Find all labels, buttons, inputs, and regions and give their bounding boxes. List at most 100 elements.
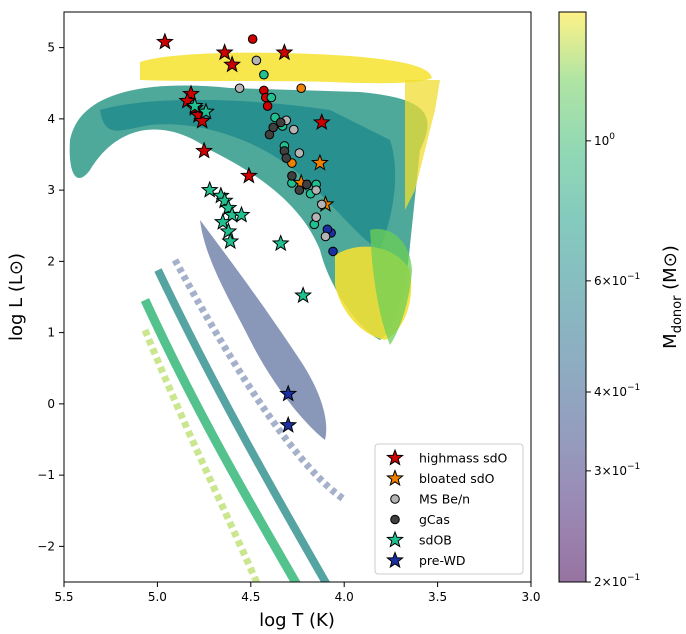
track-band-blue-low [200, 220, 327, 440]
y-tick-label: 3 [47, 183, 55, 197]
track-band-yellow-right [405, 80, 440, 210]
colorbar-tick-label: 6×10−1 [594, 272, 640, 288]
data-point [195, 141, 214, 159]
legend-marker [386, 530, 404, 548]
y-tick-label: −2 [37, 539, 55, 553]
extra-point [296, 83, 307, 94]
legend-label: sdOB [419, 533, 452, 548]
data-point [271, 234, 290, 252]
data-point [312, 112, 331, 131]
data-point [239, 166, 258, 184]
data-point [268, 122, 279, 133]
x-tick-label: 3.5 [428, 590, 447, 604]
track-band-yellow-top [140, 52, 432, 84]
data-point [275, 117, 286, 128]
colorbar-tick-label: 4×10−1 [594, 383, 640, 399]
data-point [219, 198, 238, 216]
data-point [234, 83, 245, 94]
colorbar-ticks: 2×10−1 3×10−1 4×10−1 6×10−1 100 [586, 132, 640, 589]
data-point [311, 185, 321, 195]
x-tick-label: 4.5 [241, 590, 260, 604]
x-tick-label: 3.0 [521, 590, 540, 604]
x-axis-ticks: 5.5 5.0 4.5 4.0 3.5 3.0 [54, 582, 541, 604]
data-point [215, 43, 234, 61]
data-point [294, 286, 313, 304]
data-point [287, 171, 297, 181]
data-point [221, 231, 240, 250]
extra-point [266, 92, 277, 103]
data-point [302, 179, 312, 190]
x-tick-label: 5.5 [54, 590, 73, 604]
colorbar [559, 12, 586, 582]
colorbar-title-main: M [660, 333, 681, 349]
y-tick-label: −1 [37, 468, 55, 482]
model-tracks [69, 52, 440, 582]
legend-box [374, 443, 524, 575]
plot-frame [63, 11, 532, 583]
data-point [182, 84, 200, 102]
legend-marker [386, 448, 404, 466]
colorbar-title: Mdonor (M⊙) [660, 245, 685, 349]
data-point [155, 32, 174, 50]
legend-label: MS Be/n [419, 492, 470, 507]
data-point [219, 221, 238, 240]
data-point [178, 91, 197, 109]
colorbar-title-unit: (M⊙) [660, 245, 681, 295]
y-tick-label: 0 [47, 397, 55, 411]
data-point [215, 191, 234, 209]
legend-marker [386, 551, 404, 569]
legend-marker [390, 494, 400, 504]
wd-cooling-track-1 [140, 298, 301, 582]
y-axis-ticks: −2 −1 0 1 2 3 4 5 [37, 41, 64, 553]
legend: highmass sdO bloated sdO MS Be/n gCas sdOB pr… [374, 443, 524, 575]
track-band-green-redgiant [370, 229, 412, 345]
data-point [197, 102, 215, 120]
wd-cooling-track-3 [141, 328, 261, 582]
data-point [213, 212, 232, 230]
y-tick-label: 2 [47, 254, 55, 268]
data-point [294, 148, 305, 158]
data-point [200, 180, 219, 198]
wd-cooling-track-4 [171, 258, 347, 503]
data-point [223, 55, 242, 73]
data-point [288, 124, 299, 135]
data-point [193, 111, 212, 129]
legend-marker [386, 469, 404, 487]
legend-label: bloated sdO [419, 471, 495, 486]
data-point [232, 205, 251, 223]
data-point [294, 185, 305, 195]
colorbar-title-sub: donor [670, 295, 685, 333]
data-point [311, 212, 321, 222]
colorbar-tick-label: 2×10−1 [594, 573, 640, 589]
x-tick-label: 5.0 [148, 590, 167, 604]
colorbar-tick-label: 3×10−1 [594, 462, 640, 478]
data-point [185, 96, 204, 114]
extra-point [247, 34, 258, 44]
track-band-teal [100, 99, 396, 251]
legend-label: highmass sdO [419, 451, 508, 466]
data-point [275, 43, 294, 61]
y-tick-label: 1 [47, 326, 55, 340]
data-point [279, 415, 298, 433]
x-tick-label: 4.0 [335, 590, 354, 604]
data-point [316, 199, 327, 210]
y-tick-label: 5 [47, 41, 55, 55]
data-point [251, 55, 262, 66]
colorbar-frame [558, 11, 587, 583]
legend-label: pre-WD [419, 553, 465, 568]
data-point [310, 153, 329, 171]
legend-marker [390, 514, 400, 525]
data-point [320, 231, 331, 242]
observed-stars [155, 32, 338, 433]
extra-point [262, 101, 273, 111]
data-point [281, 153, 292, 163]
data-point [279, 384, 298, 402]
wd-cooling-track-2 [154, 268, 331, 582]
x-axis-title: log T (K) [259, 610, 335, 631]
extra-point [259, 69, 269, 80]
colorbar-tick-label: 100 [594, 132, 615, 148]
extra-point [328, 246, 338, 257]
legend-label: gCas [419, 512, 450, 527]
y-tick-label: 4 [47, 112, 55, 126]
